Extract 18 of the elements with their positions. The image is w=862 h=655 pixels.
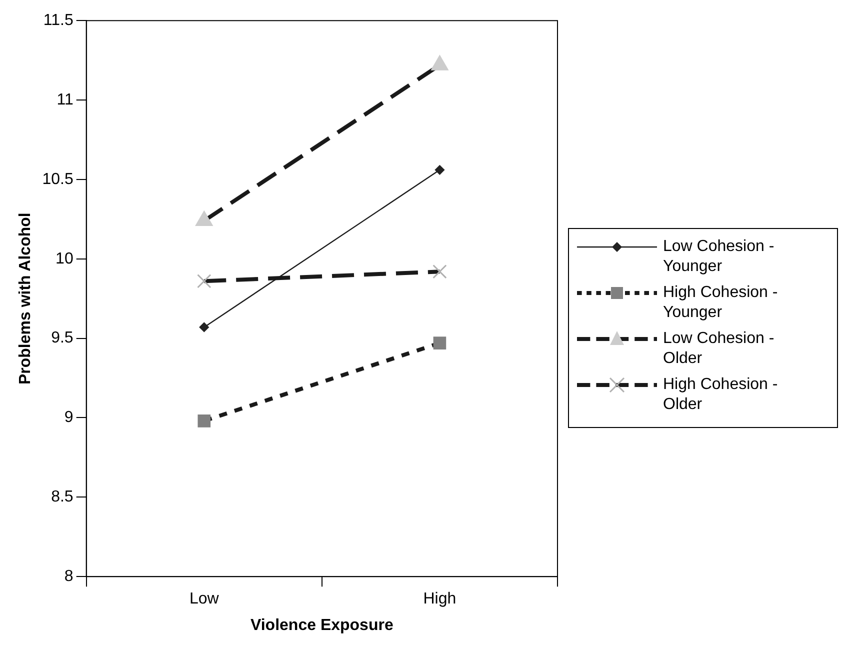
y-tick-label: 11 [56,91,74,108]
y-tick-label: 8 [64,568,74,586]
legend-label: High Cohesion - Younger [663,282,779,322]
point [434,165,444,175]
y-tick-label: 10 [56,250,74,268]
legend-label: High Cohesion - Older [663,374,779,414]
y-tick-label: 9.5 [51,330,74,347]
legend-label: Low Cohesion - Younger [663,236,776,276]
x-axis-title: Violence Exposure [250,616,394,634]
x-tick-label: Low [189,590,220,608]
y-tick-label: 10.5 [42,170,74,188]
y-tick-label: 8.5 [51,488,74,506]
y-axis-title: Problems with Alcohol [17,212,34,385]
point [199,322,209,332]
legend-label: Low Cohesion - Older [663,328,776,368]
y-tick-label: 9 [64,409,74,426]
y-tick-label: 11.5 [43,12,74,30]
x-tick-label: High [423,590,456,608]
